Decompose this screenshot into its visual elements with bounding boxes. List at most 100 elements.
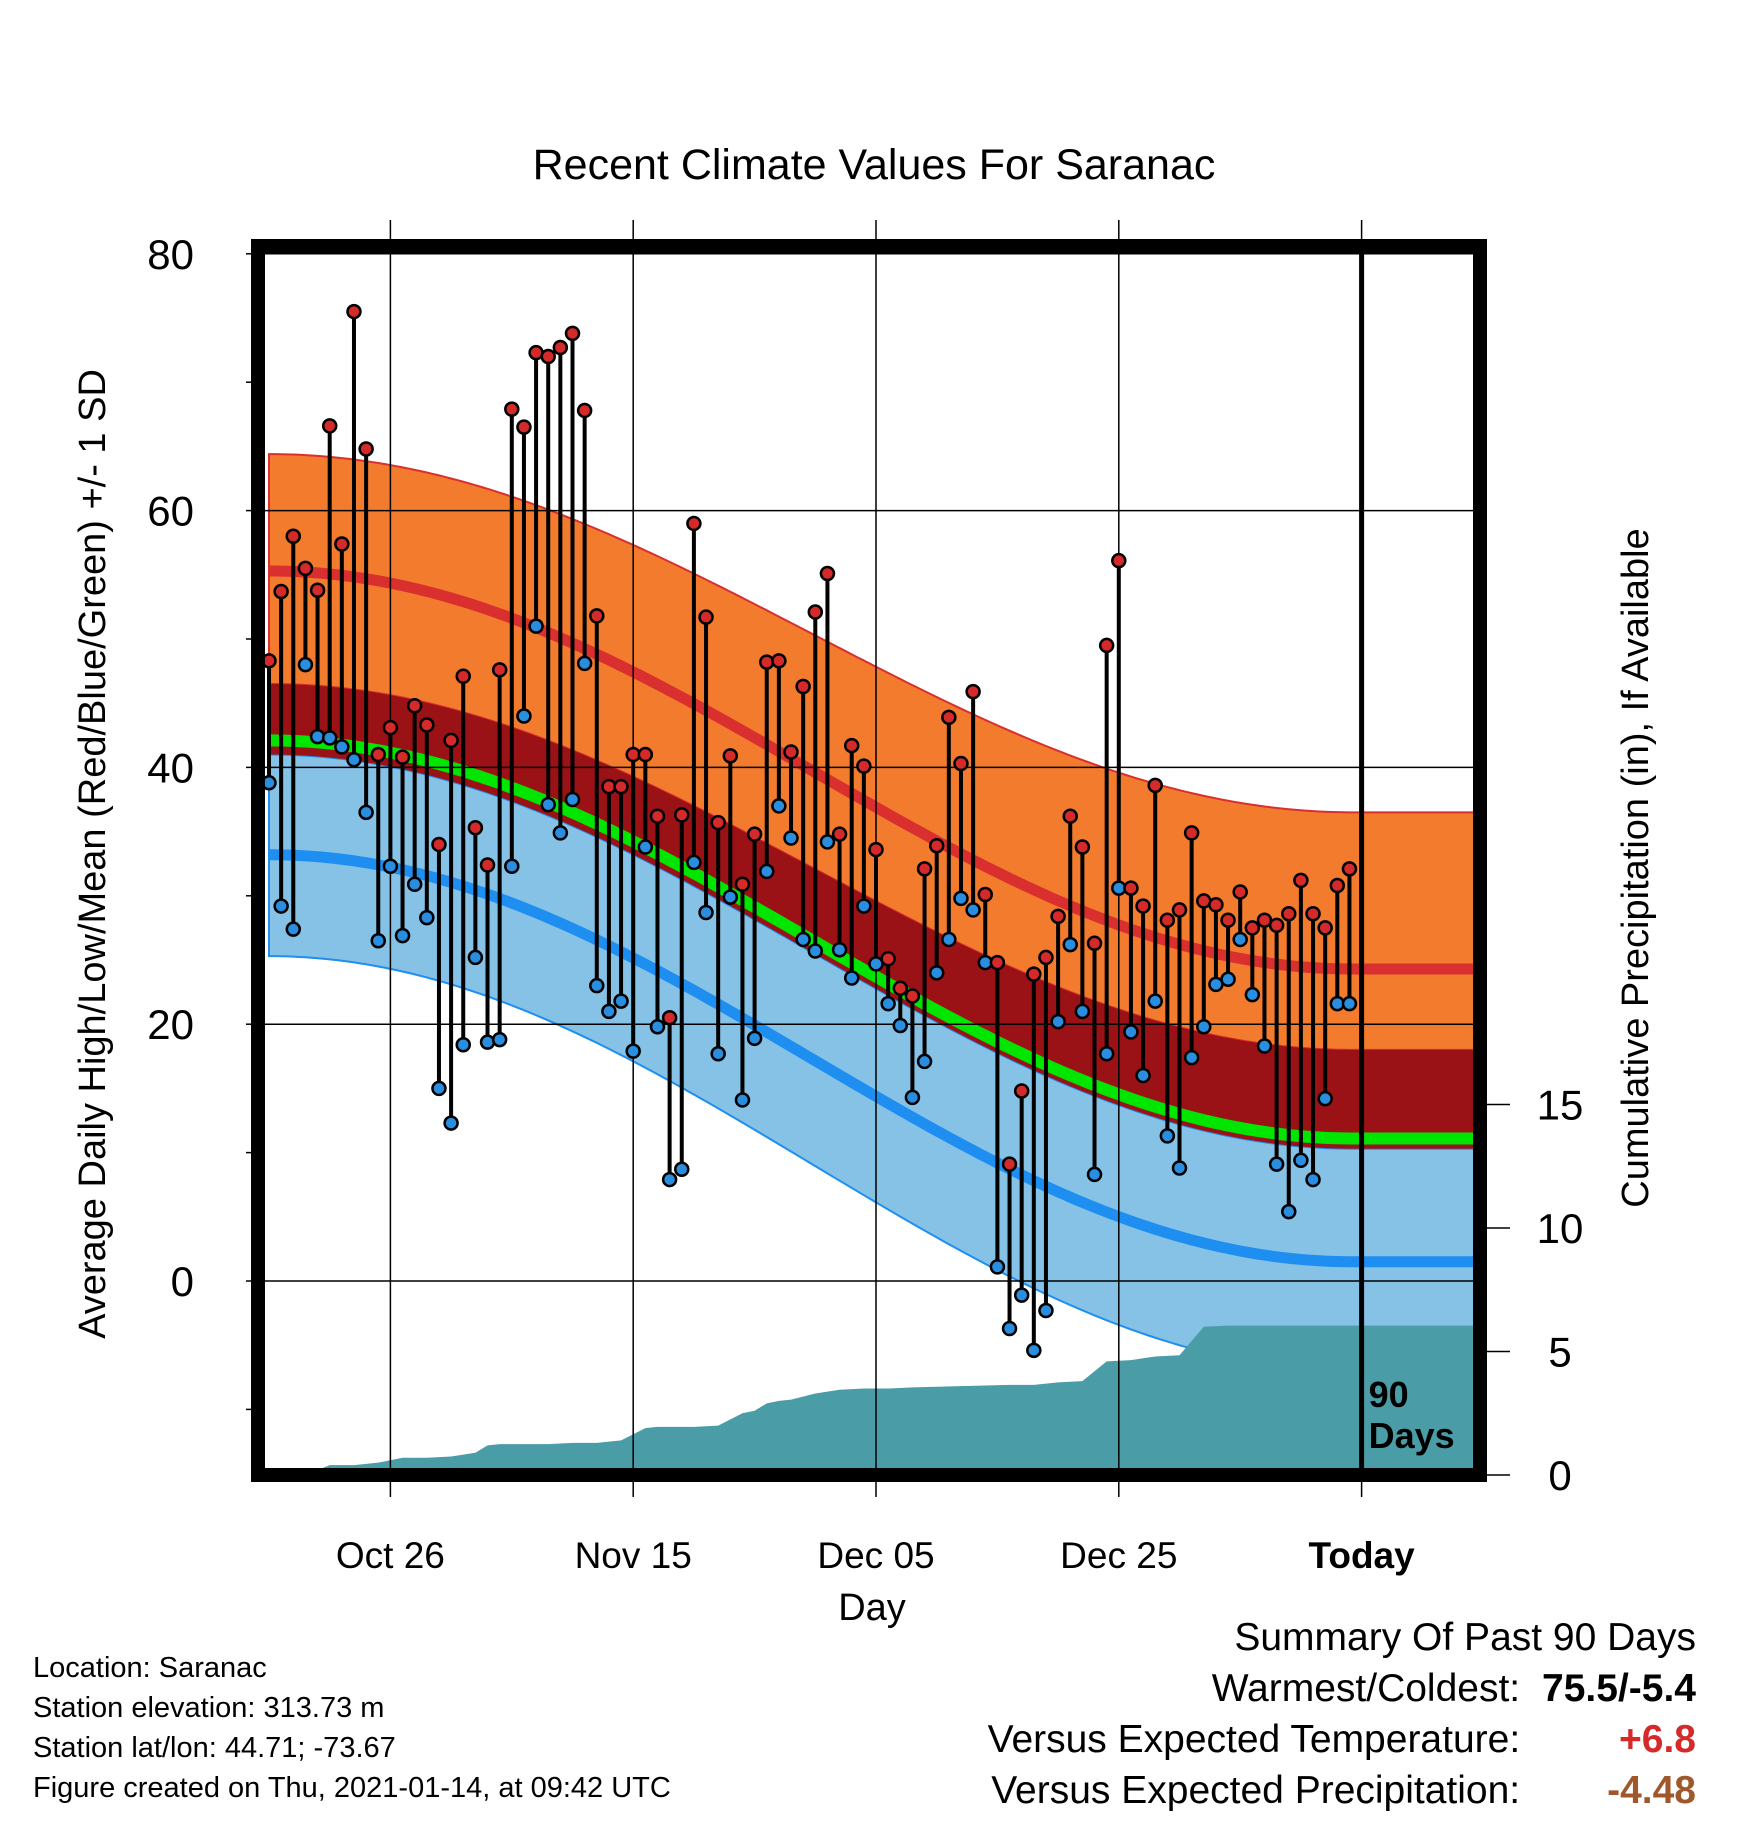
observed-low-point — [649, 1019, 666, 1035]
observed-low-point — [1305, 1171, 1321, 1188]
observed-low-point — [1281, 1203, 1297, 1220]
y2-tick-label: 0 — [1548, 1452, 1571, 1499]
observed-low-point — [334, 739, 350, 755]
observed-high-point — [722, 748, 739, 764]
observed-high-point — [431, 836, 447, 853]
y-tick-label: 20 — [147, 1001, 194, 1048]
observed-high-point — [637, 746, 654, 763]
observed-high-point — [1341, 861, 1358, 877]
observed-high-point — [455, 668, 471, 684]
observed-low-point — [625, 1043, 641, 1059]
observed-high-point — [491, 662, 508, 678]
marker-label-line-2: Days — [1369, 1415, 1455, 1456]
observed-low-point — [576, 655, 593, 672]
observed-high-point — [795, 678, 811, 695]
observed-high-point — [1013, 1083, 1030, 1099]
observed-low-point — [758, 863, 775, 880]
observed-high-point — [321, 418, 338, 434]
observed-low-point — [613, 993, 629, 1009]
observed-low-point — [431, 1080, 447, 1097]
observed-low-point — [516, 708, 532, 724]
observed-high-point — [856, 758, 872, 774]
observed-high-point — [1220, 912, 1236, 928]
warmest-coldest-value: 75.5/-5.4 — [1542, 1667, 1696, 1710]
observed-high-point — [686, 515, 702, 532]
precipitation-area — [269, 1325, 1480, 1475]
observed-high-point — [1281, 906, 1297, 922]
observed-low-point — [1293, 1152, 1309, 1169]
observed-low-point — [540, 796, 556, 813]
observed-low-point — [346, 751, 362, 768]
y-tick-label: 40 — [147, 744, 194, 791]
marker-label-line-1: 90 — [1369, 1374, 1409, 1415]
observed-high-point — [552, 339, 569, 356]
x-tick-label: Nov 15 — [575, 1535, 692, 1576]
observed-high-point — [382, 719, 399, 736]
observed-high-point — [892, 980, 909, 996]
observed-high-point — [1001, 1156, 1018, 1172]
observed-low-point — [491, 1031, 508, 1048]
observed-high-point — [1147, 777, 1163, 794]
observed-low-point — [589, 977, 605, 994]
observed-low-point — [1341, 995, 1358, 1012]
summary-temperature: Versus Expected Temperature: +6.8 — [988, 1714, 1696, 1765]
created-text: Figure created on Thu, 2021-01-14, at 09… — [33, 1772, 671, 1804]
observed-high-point — [1026, 966, 1042, 982]
y2-tick-label: 5 — [1548, 1329, 1571, 1376]
observed-high-point — [1183, 825, 1200, 841]
observed-high-point — [394, 749, 411, 765]
observed-low-point — [358, 804, 374, 821]
observed-low-point — [710, 1045, 726, 1062]
observed-low-point — [734, 1092, 751, 1108]
observed-high-point — [1086, 935, 1103, 952]
observed-high-point — [783, 744, 799, 760]
observed-low-point — [285, 921, 302, 937]
observed-high-point — [1062, 808, 1078, 824]
observed-low-point — [856, 898, 872, 914]
observed-low-point — [1038, 1302, 1054, 1319]
observed-low-point — [698, 904, 714, 921]
observed-high-point — [1208, 897, 1224, 913]
observed-low-point — [783, 830, 799, 846]
observed-low-point — [321, 730, 338, 746]
precipitation-value: -4.48 — [1607, 1769, 1696, 1812]
observed-low-point — [674, 1161, 690, 1178]
observed-high-point — [589, 608, 605, 624]
y-axis-label: Average Daily High/Low/Mean (Red/Blue/Gr… — [72, 369, 114, 1339]
observed-low-point — [1147, 993, 1163, 1009]
observed-low-point — [601, 1003, 617, 1020]
observed-low-point — [771, 798, 787, 814]
observed-high-point — [819, 565, 836, 582]
observed-low-point — [1159, 1128, 1176, 1144]
observed-low-point — [843, 970, 860, 986]
observed-high-point — [309, 582, 326, 598]
observed-high-point — [674, 807, 690, 823]
observed-low-point — [1098, 1045, 1115, 1062]
observed-low-point — [479, 1034, 496, 1050]
observed-high-point — [746, 826, 763, 842]
chart-title: Recent Climate Values For Saranac — [533, 141, 1216, 189]
observed-high-point — [771, 653, 787, 669]
observed-low-point — [467, 949, 484, 966]
observed-low-point — [1196, 1019, 1212, 1035]
observed-low-point — [965, 902, 981, 918]
observed-low-point — [1026, 1342, 1042, 1359]
observed-high-point — [649, 808, 666, 824]
observed-high-point — [346, 303, 362, 320]
observed-high-point — [576, 402, 593, 419]
y2-tick-label: 15 — [1537, 1082, 1584, 1129]
observed-high-point — [734, 876, 751, 892]
x-axis-label: Day — [838, 1587, 906, 1629]
observed-high-point — [1305, 906, 1321, 922]
observed-low-point — [297, 656, 314, 673]
observed-high-point — [334, 536, 350, 552]
summary-precipitation: Versus Expected Precipitation: -4.48 — [988, 1765, 1696, 1816]
observed-low-point — [1086, 1166, 1103, 1183]
observed-high-point — [297, 560, 314, 577]
temperature-value: +6.8 — [1619, 1718, 1696, 1761]
observed-low-point — [819, 834, 836, 850]
observed-high-point — [977, 886, 994, 903]
observed-low-point — [831, 941, 848, 958]
